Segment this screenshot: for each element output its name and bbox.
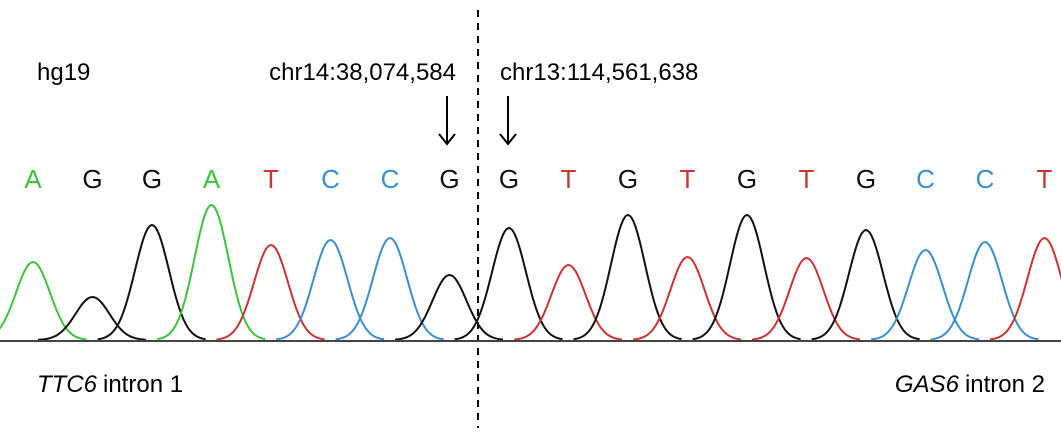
base-call: A [203, 164, 221, 194]
trace-peak [931, 242, 1039, 339]
chromatogram-figure: hg19 chr14:38,074,584 chr13:114,561,638 … [0, 0, 1061, 428]
trace-peak [514, 265, 622, 340]
base-call: T [1037, 164, 1053, 194]
trace-peak [336, 238, 444, 339]
trace-peak [395, 275, 503, 340]
trace-peak [812, 230, 920, 339]
trace-peak [157, 205, 265, 339]
traces [0, 205, 1061, 340]
base-call: C [916, 164, 935, 194]
base-call: T [799, 164, 815, 194]
base-call: G [82, 164, 102, 194]
arrow-left [439, 96, 455, 144]
trace-peak [633, 257, 741, 340]
base-call: G [499, 164, 519, 194]
trace-peak [693, 215, 801, 339]
base-call: C [321, 164, 340, 194]
region-text: intron 2 [965, 371, 1045, 398]
base-call: T [263, 164, 279, 194]
genome-label: hg19 [37, 59, 90, 86]
base-call: A [24, 164, 42, 194]
region-text: intron 1 [103, 371, 183, 398]
trace-peak [455, 228, 563, 339]
gene: TTC6 [37, 371, 98, 398]
base-call: T [561, 164, 577, 194]
right-breakpoint: chr13:114,561,638 [500, 59, 698, 86]
base-call: G [737, 164, 757, 194]
base-call: G [618, 164, 638, 194]
trace-peak [0, 262, 87, 340]
trace-peak [990, 238, 1061, 339]
base-call: C [381, 164, 400, 194]
trace-peak [752, 258, 860, 340]
base-call: G [439, 164, 459, 194]
base-call: T [680, 164, 696, 194]
gene: GAS6 [895, 371, 960, 398]
trace-peak [276, 240, 384, 339]
base-call: G [856, 164, 876, 194]
trace-peak [217, 245, 325, 339]
left-breakpoint: chr14:38,074,584 [269, 59, 456, 86]
arrow-right [500, 96, 516, 144]
base-call: G [142, 164, 162, 194]
trace-peak [574, 215, 682, 339]
base-call: C [976, 164, 995, 194]
